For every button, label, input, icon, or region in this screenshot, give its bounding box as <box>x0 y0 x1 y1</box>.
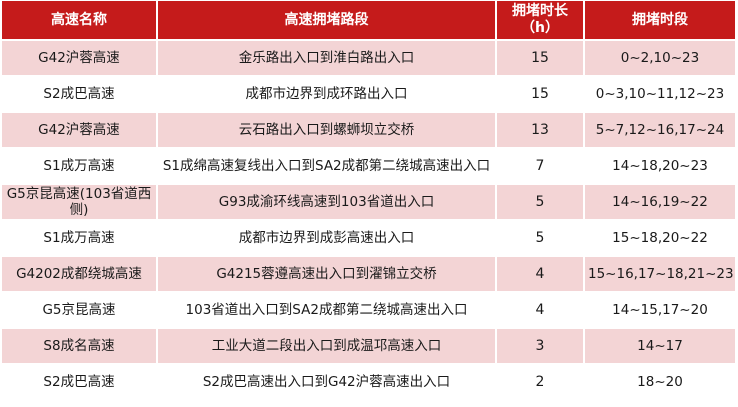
duration-cell: 3 <box>496 327 585 364</box>
period-cell: 15~18,20~22 <box>584 219 735 256</box>
period-cell: 14~18,20~23 <box>584 147 735 184</box>
period-cell: 18~20 <box>584 363 735 399</box>
header-road-name: 高速名称 <box>2 1 158 40</box>
section-cell: S2成巴高速出入口到G42沪蓉高速出入口 <box>157 363 497 399</box>
section-cell: G4215蓉遵高速出入口到濯锦立交桥 <box>157 255 497 292</box>
duration-cell: 4 <box>496 291 585 328</box>
table-row: S2成巴高速 成都市边界到成环路出入口 15 0~3,10~11,12~23 <box>2 75 735 112</box>
period-cell: 14~17 <box>584 327 735 364</box>
road-name-cell: G42沪蓉高速 <box>2 111 158 148</box>
table-row: G42沪蓉高速 云石路出入口到螺蛳坝立交桥 13 5~7,12~16,17~24 <box>2 111 735 148</box>
section-cell: S1成绵高速复线出入口到SA2成都第二绕城高速出入口 <box>157 147 497 184</box>
duration-cell: 13 <box>496 111 585 148</box>
road-name-cell: S1成万高速 <box>2 147 158 184</box>
duration-cell: 15 <box>496 75 585 112</box>
section-cell: 金乐路出入口到淮白路出入口 <box>157 39 497 76</box>
road-name-cell: G5京昆高速 <box>2 291 158 328</box>
table-header-row: 高速名称 高速拥堵路段 拥堵时长 （h） 拥堵时段 <box>2 1 735 40</box>
duration-cell: 5 <box>496 183 585 220</box>
section-cell: G93成渝环线高速到103省道出入口 <box>157 183 497 220</box>
road-name-cell: S2成巴高速 <box>2 75 158 112</box>
section-cell: 成都市边界到成彭高速出入口 <box>157 219 497 256</box>
duration-cell: 5 <box>496 219 585 256</box>
table-row: S8成名高速 工业大道二段出入口到成温邛高速入口 3 14~17 <box>2 327 735 364</box>
table-row: G42沪蓉高速 金乐路出入口到淮白路出入口 15 0~2,10~23 <box>2 39 735 76</box>
duration-cell: 2 <box>496 363 585 399</box>
congestion-table-container: 高速名称 高速拥堵路段 拥堵时长 （h） 拥堵时段 G42沪蓉高速 金乐路出入口… <box>2 1 735 399</box>
road-name-cell: G4202成都绕城高速 <box>2 255 158 292</box>
period-cell: 14~15,17~20 <box>584 291 735 328</box>
period-cell: 0~2,10~23 <box>584 39 735 76</box>
table-row: G5京昆高速(103省道西侧) G93成渝环线高速到103省道出入口 5 14~… <box>2 183 735 220</box>
road-name-cell: G5京昆高速(103省道西侧) <box>2 183 158 220</box>
road-name-cell: S2成巴高速 <box>2 363 158 399</box>
table-row: G4202成都绕城高速 G4215蓉遵高速出入口到濯锦立交桥 4 15~16,1… <box>2 255 735 292</box>
congestion-table: 高速名称 高速拥堵路段 拥堵时长 （h） 拥堵时段 G42沪蓉高速 金乐路出入口… <box>2 1 735 399</box>
table-row: S1成万高速 成都市边界到成彭高速出入口 5 15~18,20~22 <box>2 219 735 256</box>
road-name-cell: S1成万高速 <box>2 219 158 256</box>
table-row: S2成巴高速 S2成巴高速出入口到G42沪蓉高速出入口 2 18~20 <box>2 363 735 399</box>
duration-cell: 7 <box>496 147 585 184</box>
period-cell: 0~3,10~11,12~23 <box>584 75 735 112</box>
table-row: S1成万高速 S1成绵高速复线出入口到SA2成都第二绕城高速出入口 7 14~1… <box>2 147 735 184</box>
duration-cell: 15 <box>496 39 585 76</box>
period-cell: 14~16,19~22 <box>584 183 735 220</box>
road-name-cell: S8成名高速 <box>2 327 158 364</box>
table-row: G5京昆高速 103省道出入口到SA2成都第二绕城高速出入口 4 14~15,1… <box>2 291 735 328</box>
period-cell: 15~16,17~18,21~23 <box>584 255 735 292</box>
section-cell: 成都市边界到成环路出入口 <box>157 75 497 112</box>
section-cell: 工业大道二段出入口到成温邛高速入口 <box>157 327 497 364</box>
header-section: 高速拥堵路段 <box>157 1 497 40</box>
road-name-cell: G42沪蓉高速 <box>2 39 158 76</box>
header-duration: 拥堵时长 （h） <box>496 1 585 40</box>
duration-cell: 4 <box>496 255 585 292</box>
section-cell: 103省道出入口到SA2成都第二绕城高速出入口 <box>157 291 497 328</box>
period-cell: 5~7,12~16,17~24 <box>584 111 735 148</box>
header-period: 拥堵时段 <box>584 1 735 40</box>
section-cell: 云石路出入口到螺蛳坝立交桥 <box>157 111 497 148</box>
